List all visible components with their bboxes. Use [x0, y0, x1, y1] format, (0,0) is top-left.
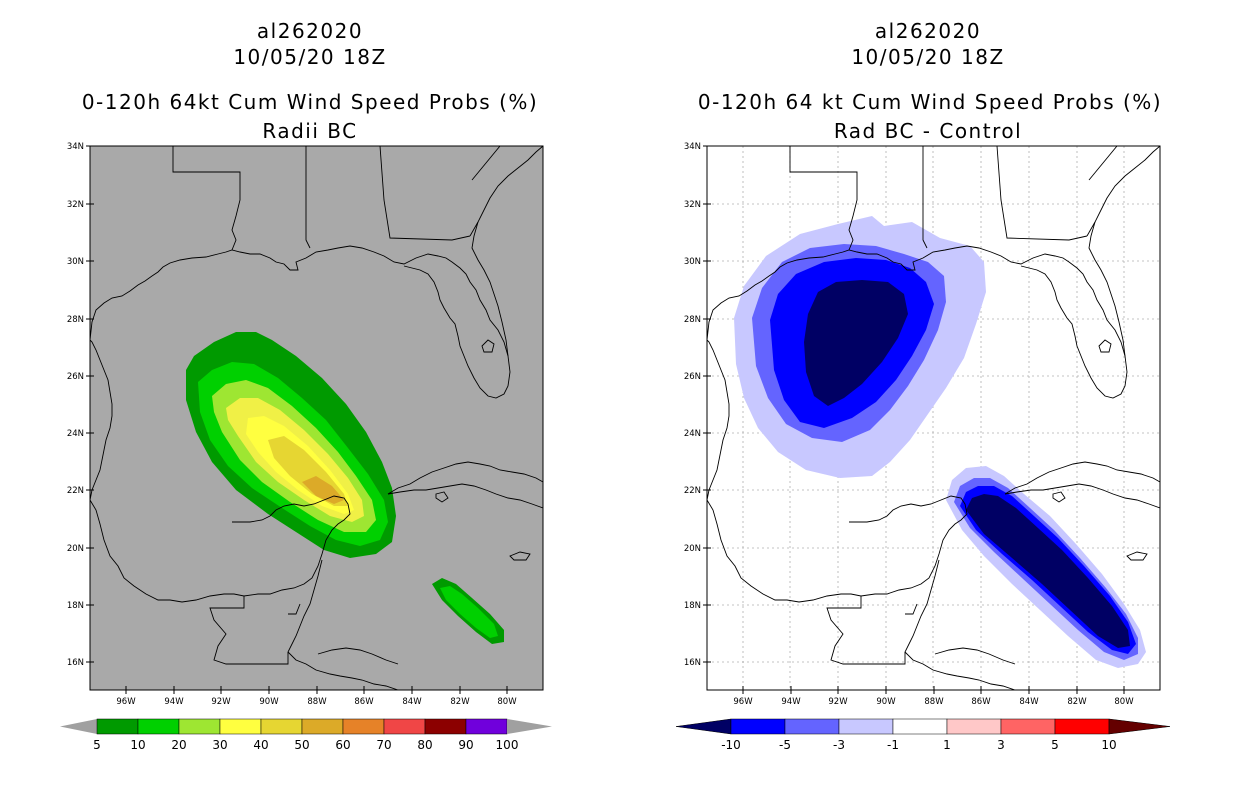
right-lat-label: 16N: [684, 658, 701, 668]
colorbar-extend-high: [507, 719, 552, 734]
colorbar-label: 60: [335, 738, 351, 752]
right-axis-ticks: [703, 145, 1125, 694]
left-lat-label: 30N: [67, 257, 84, 267]
colorbar-label: 5: [1051, 738, 1059, 752]
right-lat-label: 34N: [684, 142, 701, 152]
colorbar-swatch: [1000, 718, 1056, 735]
right-subtitle: Rad BC - Control: [833, 119, 1023, 143]
right-lon-label: 84W: [1019, 697, 1039, 707]
left-lon-label: 96W: [116, 697, 136, 707]
left-axis-ticks: [86, 145, 508, 694]
right-lon-label: 96W: [733, 697, 753, 707]
colorbar-swatch: [892, 718, 948, 735]
right-lat-label: 28N: [684, 315, 701, 325]
colorbar-label: 20: [171, 738, 187, 752]
colorbar-label: 100: [495, 738, 519, 752]
colorbar-label: 40: [253, 738, 269, 752]
colorbar-label: 90: [458, 738, 474, 752]
left-lon-label: 90W: [259, 697, 279, 707]
colorbar-swatch: [342, 718, 385, 735]
colorbar-label: 80: [417, 738, 433, 752]
left-lon-label: 84W: [402, 697, 422, 707]
prob-contour-60: [302, 476, 344, 504]
right-date: 10/05/20 18Z: [851, 45, 1005, 69]
left-lon-label: 92W: [211, 697, 231, 707]
right-lat-label: 26N: [684, 372, 701, 382]
left-colorbar: [60, 718, 552, 735]
colorbar-label: -3: [833, 738, 845, 752]
left-map: [89, 145, 544, 691]
colorbar-swatch: [946, 718, 1002, 735]
right-axis-labels: 34N 32N 30N 28N 26N 24N 22N 20N 18N 16N 96W 94W 92W 9…: [684, 142, 1134, 707]
colorbar-swatch: [1054, 718, 1110, 735]
left-date: 10/05/20 18Z: [233, 45, 387, 69]
left-lat-label: 24N: [67, 429, 84, 439]
left-title: 0-120h 64kt Cum Wind Speed Probs (%): [81, 90, 539, 114]
left-lon-label: 94W: [164, 697, 184, 707]
left-storm-id: al262020: [256, 19, 364, 43]
colorbar-label: 10: [1101, 738, 1117, 752]
left-lon-label: 82W: [450, 697, 470, 707]
colorbar-swatch: [219, 718, 262, 735]
colorbar-label: -1: [887, 738, 899, 752]
right-lat-label: 30N: [684, 257, 701, 267]
colorbar-label: 10: [130, 738, 146, 752]
left-lat-label: 18N: [67, 601, 84, 611]
right-lat-label: 20N: [684, 544, 701, 554]
prob-contour-10-south: [440, 586, 498, 638]
colorbar-swatch: [137, 718, 180, 735]
right-title: 0-120h 64 kt Cum Wind Speed Probs (%): [697, 90, 1163, 114]
left-lon-label: 86W: [354, 697, 374, 707]
right-lat-label: 18N: [684, 601, 701, 611]
colorbar-label: 5: [93, 738, 101, 752]
colorbar-label: 50: [294, 738, 310, 752]
colorbar-label: 1: [943, 738, 951, 752]
right-lon-label: 80W: [1114, 697, 1134, 707]
right-lat-label: 22N: [684, 486, 701, 496]
diff-contour-minus10: [804, 280, 908, 406]
colorbar-swatch: [301, 718, 344, 735]
colorbar-swatch: [465, 718, 508, 735]
colorbar-extend-high: [1108, 718, 1171, 735]
colorbar-label: -5: [779, 738, 791, 752]
right-lat-label: 24N: [684, 429, 701, 439]
colorbar-label: -10: [721, 738, 741, 752]
right-lon-label: 94W: [781, 697, 801, 707]
colorbar-extend-low: [675, 718, 732, 735]
colorbar-swatch: [260, 718, 303, 735]
right-colorbar: [675, 718, 1171, 735]
left-lat-label: 28N: [67, 315, 84, 325]
left-lon-label: 80W: [497, 697, 517, 707]
colorbar-swatch: [424, 718, 467, 735]
colorbar-swatch: [178, 718, 221, 735]
right-storm-id: al262020: [874, 19, 982, 43]
right-lon-label: 88W: [924, 697, 944, 707]
left-lat-label: 22N: [67, 486, 84, 496]
right-lat-label: 32N: [684, 200, 701, 210]
left-lat-label: 26N: [67, 372, 84, 382]
left-axis-labels: 34N 32N 30N 28N 26N 24N 22N 20N 18N 16N 96W 94W 92W 9…: [67, 142, 517, 707]
right-lon-label: 82W: [1067, 697, 1087, 707]
left-subtitle: Radii BC: [262, 119, 358, 143]
colorbar-label: 70: [376, 738, 392, 752]
colorbar-swatch: [838, 718, 894, 735]
colorbar-swatch: [383, 718, 426, 735]
diff-contour-minus10-south: [966, 494, 1130, 648]
right-lon-label: 92W: [828, 697, 848, 707]
colorbar-swatch: [96, 718, 139, 735]
colorbar-label: 3: [997, 738, 1005, 752]
left-lat-label: 32N: [67, 200, 84, 210]
left-lat-label: 20N: [67, 544, 84, 554]
left-lat-label: 34N: [67, 142, 84, 152]
right-map: [706, 145, 1161, 691]
colorbar-extend-low: [60, 719, 97, 734]
left-lat-label: 16N: [67, 658, 84, 668]
right-lon-label: 86W: [971, 697, 991, 707]
right-lon-label: 90W: [876, 697, 896, 707]
colorbar-swatch: [784, 718, 840, 735]
colorbar-label: 30: [212, 738, 228, 752]
colorbar-swatch: [730, 718, 786, 735]
left-lon-label: 88W: [307, 697, 327, 707]
